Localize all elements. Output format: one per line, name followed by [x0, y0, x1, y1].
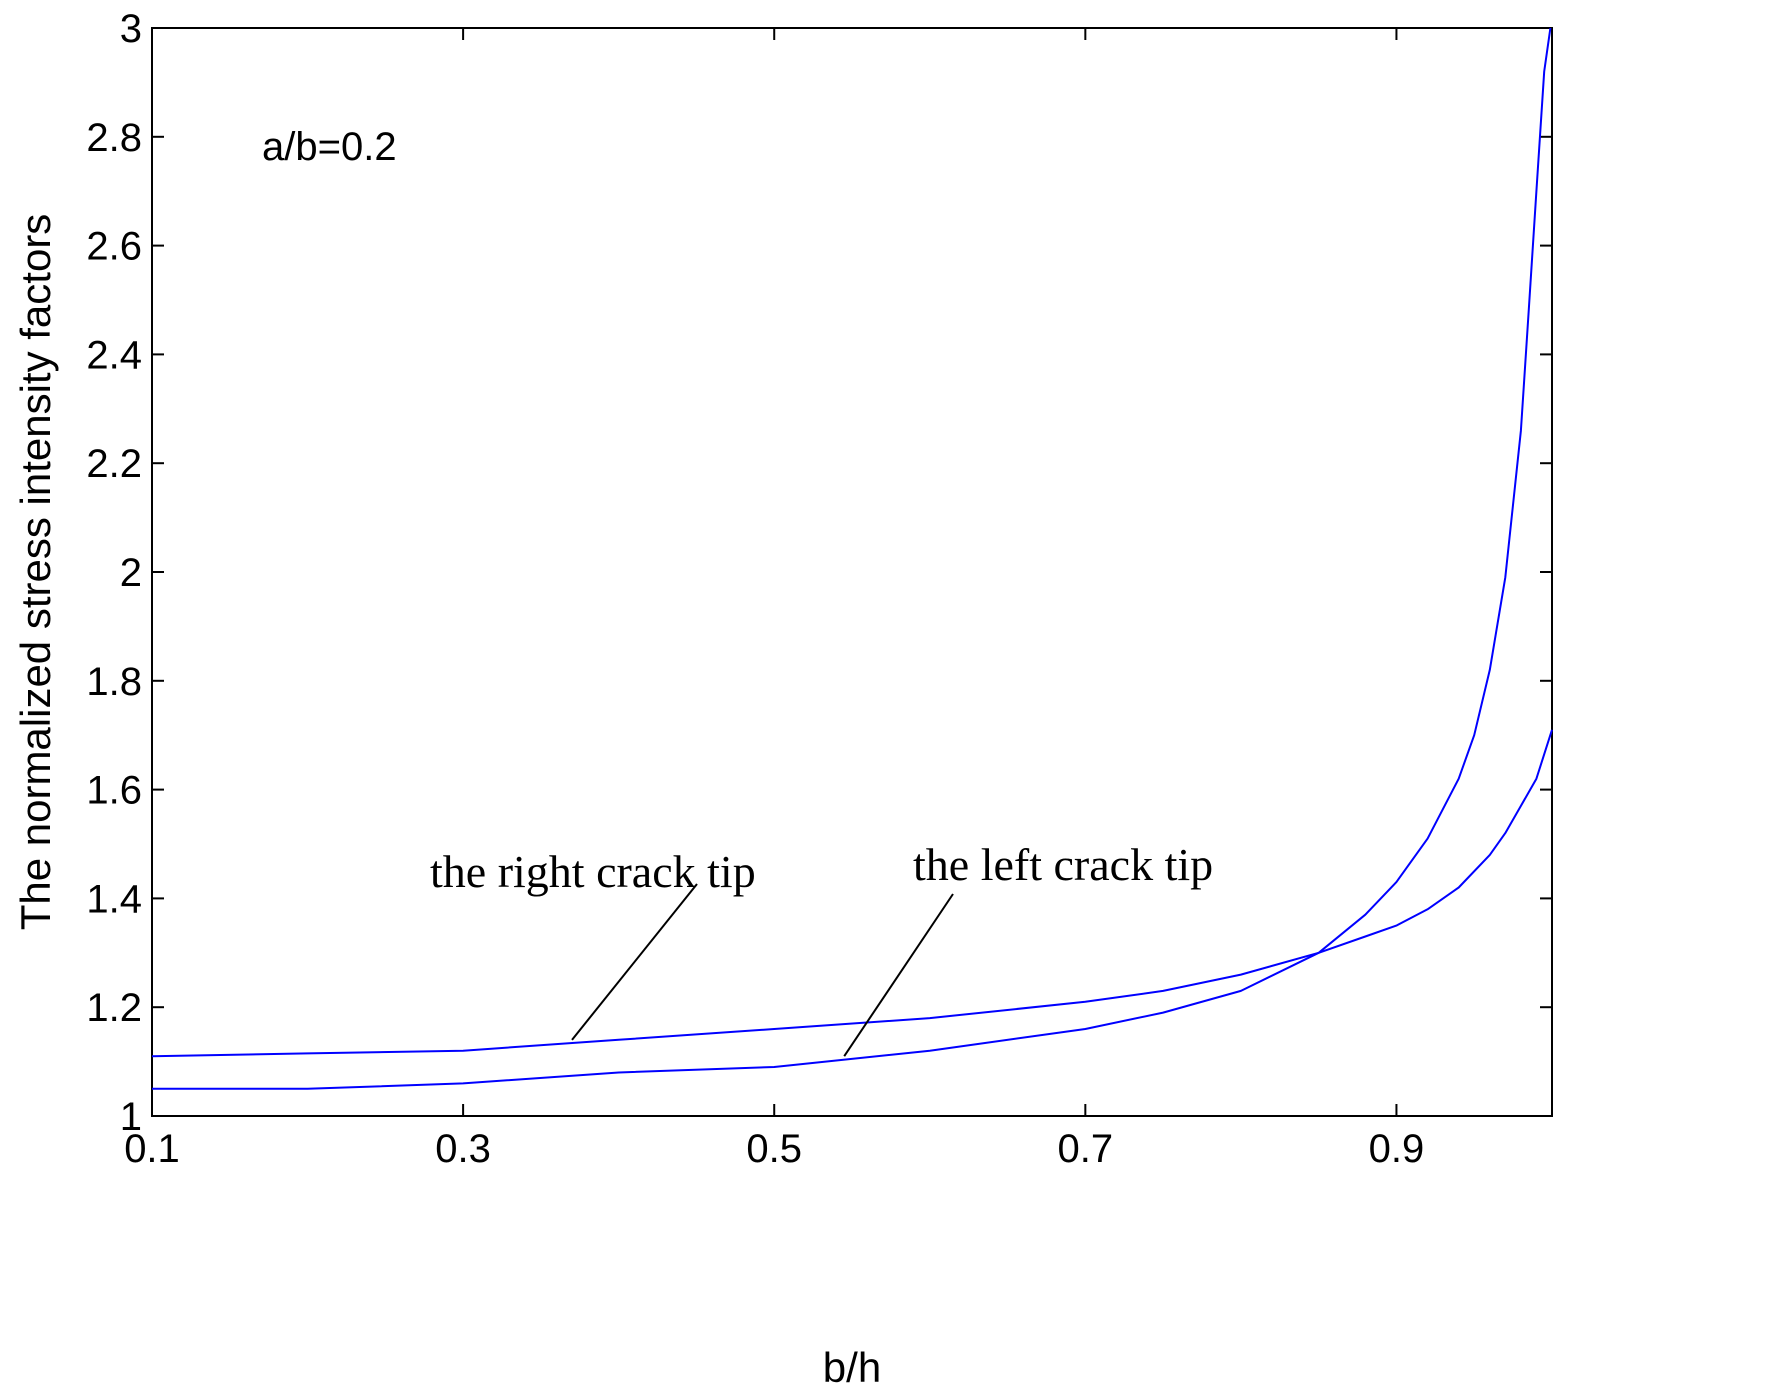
x-tick-label: 0.3 — [435, 1127, 491, 1171]
y-tick-label: 2 — [120, 551, 142, 595]
y-axis-label: The normalized stress intensity factors — [12, 214, 59, 931]
x-tick-label: 0.9 — [1369, 1127, 1425, 1171]
right-crack-tip-pointer — [571, 883, 698, 1041]
left-crack-tip-label: the left crack tip — [913, 839, 1213, 890]
y-tick-label: 2.8 — [86, 116, 142, 160]
series-line-left-crack-tip — [151, 729, 1553, 1058]
y-tick-label: 2.2 — [86, 442, 142, 486]
right-crack-tip-label: the right crack tip — [430, 846, 756, 897]
x-tick-label: 0.5 — [746, 1127, 802, 1171]
y-tick-label: 3 — [120, 7, 142, 51]
tick-labels: 0.1 0.3 0.5 0.7 0.9 1 1.2 1.4 1.6 1.8 2 2.2 2.4 2.6 2.… — [86, 7, 1424, 1171]
inset-annotation: a/b=0.2 — [262, 125, 397, 169]
annotation-pointers — [571, 883, 954, 1057]
plot-area — [151, 27, 1553, 1117]
x-tick-label: 0.7 — [1058, 1127, 1114, 1171]
series-group — [151, 27, 1553, 1090]
y-tick-label: 1.4 — [86, 877, 142, 921]
series-line-right-crack-tip — [152, 27, 1552, 1090]
y-tick-label: 1.6 — [86, 769, 142, 813]
y-tick-label: 1 — [120, 1095, 142, 1139]
y-tick-label: 1.2 — [86, 986, 142, 1030]
x-tick-label: 0.1 — [124, 1127, 180, 1171]
y-tick-label: 1.8 — [86, 660, 142, 704]
x-axis-label: b/h — [823, 1344, 881, 1391]
left-crack-tip-pointer — [843, 893, 954, 1057]
ticks — [151, 27, 1552, 1117]
y-tick-label: 2.6 — [86, 225, 142, 269]
y-tick-label: 2.4 — [86, 333, 142, 377]
